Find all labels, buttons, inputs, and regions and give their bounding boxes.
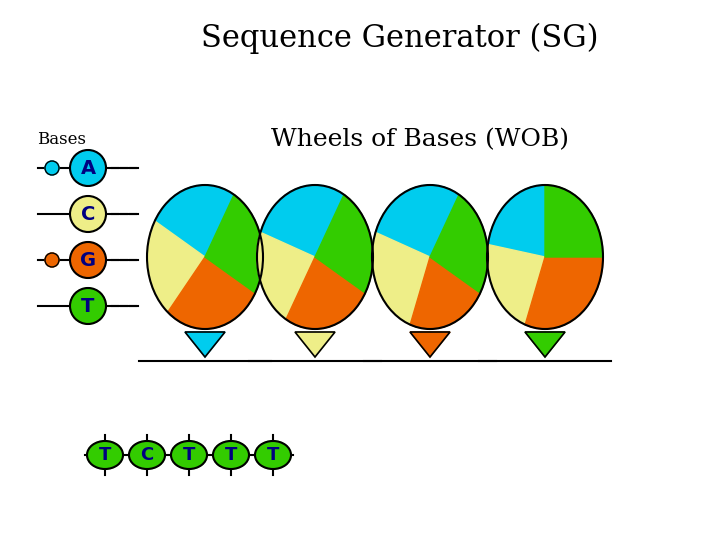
Text: T: T (81, 296, 95, 315)
Polygon shape (205, 194, 263, 293)
Polygon shape (410, 257, 480, 329)
Polygon shape (295, 332, 335, 357)
Polygon shape (168, 257, 255, 329)
Circle shape (70, 150, 106, 186)
Circle shape (45, 253, 59, 267)
Polygon shape (430, 194, 488, 293)
Ellipse shape (255, 441, 291, 469)
Polygon shape (410, 332, 450, 357)
Text: T: T (225, 446, 237, 464)
Polygon shape (525, 332, 565, 357)
Text: A: A (81, 159, 96, 178)
Circle shape (70, 196, 106, 232)
Text: T: T (99, 446, 111, 464)
Polygon shape (185, 332, 225, 357)
Polygon shape (545, 185, 603, 257)
Circle shape (45, 161, 59, 175)
Polygon shape (488, 185, 545, 257)
Text: C: C (140, 446, 153, 464)
Polygon shape (147, 221, 205, 312)
Text: T: T (267, 446, 279, 464)
Ellipse shape (129, 441, 165, 469)
Polygon shape (487, 245, 545, 325)
Text: Sequence Generator (SG): Sequence Generator (SG) (202, 22, 599, 53)
Text: T: T (183, 446, 195, 464)
Polygon shape (376, 185, 459, 257)
Text: Wheels of Bases (WOB): Wheels of Bases (WOB) (271, 129, 569, 152)
Text: Bases: Bases (37, 132, 86, 148)
Ellipse shape (87, 441, 123, 469)
Circle shape (70, 242, 106, 278)
Polygon shape (525, 257, 603, 329)
Text: C: C (81, 205, 95, 224)
Polygon shape (155, 185, 234, 257)
Polygon shape (286, 257, 365, 329)
Ellipse shape (213, 441, 249, 469)
Polygon shape (261, 185, 344, 257)
Polygon shape (315, 194, 373, 293)
Ellipse shape (171, 441, 207, 469)
Circle shape (70, 288, 106, 324)
Text: G: G (80, 251, 96, 269)
Polygon shape (257, 232, 315, 319)
Polygon shape (372, 232, 430, 325)
